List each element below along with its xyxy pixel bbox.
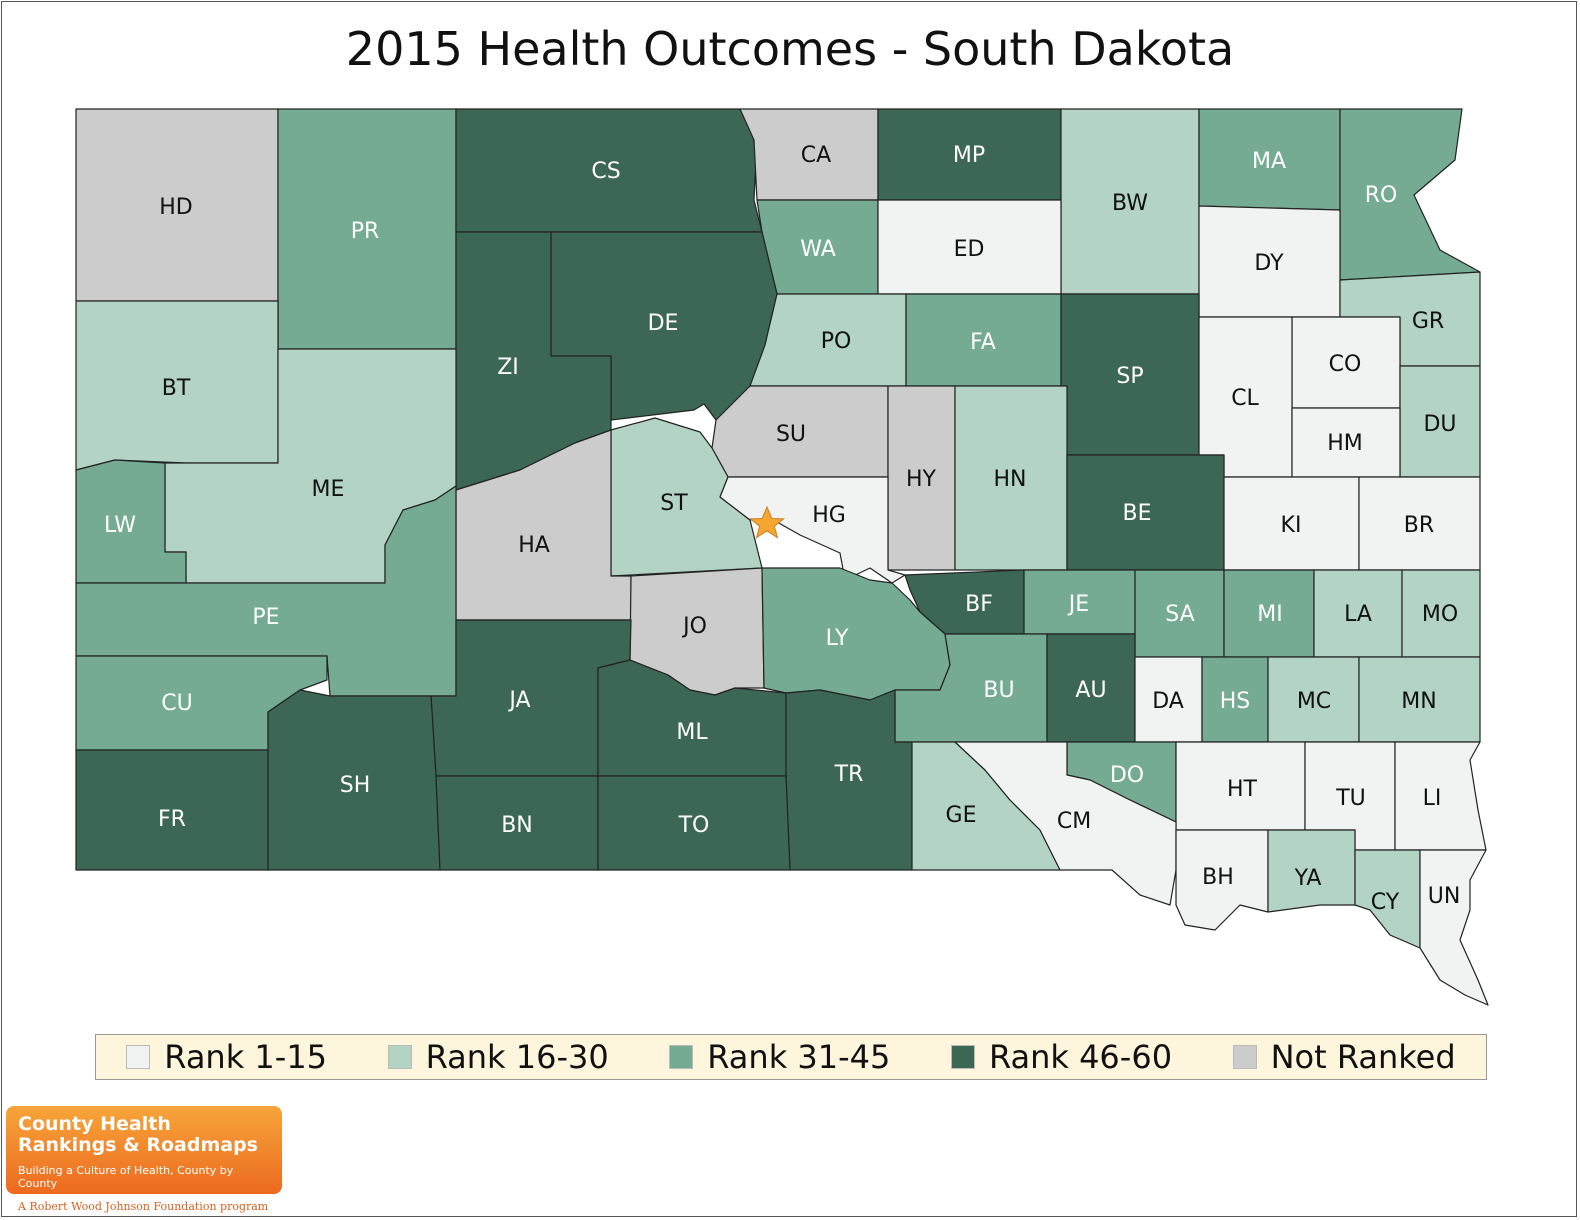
county-label-gr: GR <box>1412 309 1444 334</box>
county-label-hd: HD <box>159 195 192 220</box>
county-label-zi: ZI <box>497 355 519 380</box>
logo-line-1: County Health <box>18 1113 171 1135</box>
legend-item-not-ranked: Not Ranked <box>1232 1038 1456 1076</box>
county-label-lw: LW <box>104 513 136 538</box>
county-label-li: LI <box>1423 786 1442 811</box>
county-fr[interactable] <box>75 749 269 871</box>
county-label-hg: HG <box>812 503 846 528</box>
county-label-br: BR <box>1404 513 1434 538</box>
county-label-cs: CS <box>591 159 620 184</box>
county-label-be: BE <box>1123 501 1152 526</box>
south-dakota-county-map: HD PR CS CA MP BW MA RO WA ED DY GR BT DE ZI PO FA SP CO CL… <box>75 108 1489 1006</box>
county-label-de: DE <box>648 311 679 336</box>
legend-swatch <box>1232 1045 1257 1069</box>
county-label-st: ST <box>660 491 688 516</box>
county-label-ha: HA <box>518 533 550 558</box>
county-label-ca: CA <box>801 143 831 168</box>
county-label-cl: CL <box>1231 386 1259 411</box>
county-label-pr: PR <box>351 219 380 244</box>
county-label-ly: LY <box>826 626 849 651</box>
county-label-la: LA <box>1344 602 1372 627</box>
legend-item-rank-31-45: Rank 31-45 <box>669 1038 890 1076</box>
county-label-je: JE <box>1067 592 1089 617</box>
county-label-ja: JA <box>507 688 530 713</box>
legend-label: Rank 16-30 <box>425 1038 609 1076</box>
legend-swatch <box>669 1045 694 1069</box>
county-label-au: AU <box>1075 678 1106 703</box>
county-label-du: DU <box>1423 412 1456 437</box>
county-label-mo: MO <box>1422 602 1458 627</box>
county-label-ht: HT <box>1227 777 1258 802</box>
county-label-mp: MP <box>953 143 985 168</box>
county-label-wa: WA <box>800 237 836 262</box>
county-label-me: ME <box>312 477 345 502</box>
county-ro[interactable] <box>1339 108 1481 281</box>
county-label-cu: CU <box>161 691 192 716</box>
legend-label: Not Ranked <box>1270 1038 1456 1076</box>
county-label-mi: MI <box>1257 602 1282 627</box>
legend-label: Rank 46-60 <box>988 1038 1173 1076</box>
county-label-su: SU <box>776 422 806 447</box>
county-label-ge: GE <box>946 803 977 828</box>
county-label-hm: HM <box>1327 431 1363 456</box>
county-label-bh: BH <box>1202 865 1234 890</box>
county-label-tu: TU <box>1335 786 1366 811</box>
county-label-mc: MC <box>1297 689 1331 714</box>
legend-item-rank-1-15: Rank 1-15 <box>126 1038 327 1076</box>
county-label-fr: FR <box>158 807 186 832</box>
map-legend: Rank 1-15 Rank 16-30 Rank 31-45 Rank 46-60 N… <box>95 1034 1487 1080</box>
logo-line-2: Rankings & Roadmaps <box>18 1134 258 1156</box>
county-label-hs: HS <box>1220 689 1251 714</box>
county-label-dy: DY <box>1254 251 1284 276</box>
foundation-credit: A Robert Wood Johnson Foundation program <box>18 1200 269 1213</box>
logo-tagline: Building a Culture of Health, County by … <box>18 1164 234 1190</box>
county-label-to: TO <box>678 813 710 838</box>
county-label-hn: HN <box>994 467 1027 492</box>
star-icon <box>749 505 785 539</box>
legend-swatch <box>950 1045 975 1069</box>
county-label-bf: BF <box>965 592 993 617</box>
legend-swatch <box>387 1045 412 1069</box>
county-label-sp: SP <box>1116 364 1143 389</box>
county-label-bn: BN <box>501 813 533 838</box>
map-title: 2015 Health Outcomes - South Dakota <box>345 22 1235 76</box>
county-label-un: UN <box>1428 884 1461 909</box>
county-health-rankings-logo: County Health Rankings & Roadmaps Buildi… <box>6 1106 282 1194</box>
county-un[interactable] <box>1419 849 1489 1006</box>
county-sh[interactable] <box>267 689 441 871</box>
county-to[interactable] <box>597 775 791 871</box>
county-label-cy: CY <box>1371 890 1400 915</box>
county-label-cm: CM <box>1057 809 1091 834</box>
legend-item-rank-16-30: Rank 16-30 <box>387 1038 609 1076</box>
county-label-ya: YA <box>1294 866 1322 891</box>
county-label-ki: KI <box>1281 513 1302 538</box>
county-label-sa: SA <box>1165 602 1194 627</box>
county-cm[interactable] <box>954 741 1177 906</box>
county-label-pe: PE <box>252 605 279 630</box>
county-label-mn: MN <box>1401 689 1436 714</box>
county-label-ro: RO <box>1365 183 1398 208</box>
county-layer: HD PR CS CA MP BW MA RO WA ED DY GR BT DE ZI PO FA SP CO CL… <box>75 108 1489 1006</box>
legend-item-rank-46-60: Rank 46-60 <box>950 1038 1173 1076</box>
county-label-ml: ML <box>676 720 708 745</box>
legend-swatch <box>126 1045 151 1069</box>
county-label-bu: BU <box>983 678 1014 703</box>
county-label-po: PO <box>821 329 852 354</box>
county-label-hy: HY <box>906 467 937 492</box>
county-label-tr: TR <box>834 762 864 787</box>
legend-label: Rank 31-45 <box>707 1038 891 1076</box>
county-label-ma: MA <box>1252 149 1286 174</box>
county-label-ed: ED <box>954 237 985 262</box>
county-label-fa: FA <box>970 330 996 355</box>
county-label-do: DO <box>1110 763 1144 788</box>
county-label-bt: BT <box>162 376 191 401</box>
county-label-sh: SH <box>340 773 371 798</box>
legend-label: Rank 1-15 <box>164 1038 328 1076</box>
county-label-co: CO <box>1329 352 1362 377</box>
county-label-da: DA <box>1152 689 1184 714</box>
county-label-bw: BW <box>1112 191 1148 216</box>
county-label-jo: JO <box>681 614 707 639</box>
